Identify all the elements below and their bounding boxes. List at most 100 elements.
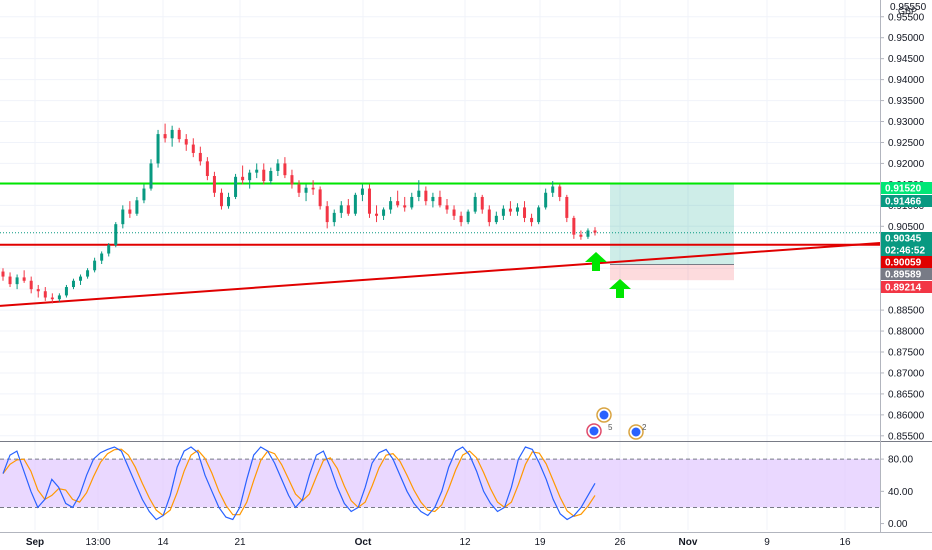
candle-body [128, 209, 132, 214]
candle [304, 184, 308, 202]
candle [586, 228, 590, 239]
price-tick-label: 0.87000 [888, 368, 925, 379]
candle-body [36, 289, 40, 292]
time-tick-label: Sep [26, 537, 44, 548]
candle-body [558, 186, 562, 197]
time-tick-label: 21 [234, 537, 246, 548]
candle-body [290, 175, 294, 185]
candle-body [410, 196, 414, 208]
candle [311, 180, 315, 195]
oscillator-tick-label: 0.00 [888, 519, 908, 530]
candle [508, 201, 512, 216]
candle [22, 270, 26, 283]
price-label-text: 02:46:52 [885, 246, 925, 257]
horizontal-levels[interactable] [0, 182, 881, 307]
candle-body [255, 169, 259, 173]
candle-body [121, 209, 125, 225]
candle-body [389, 201, 393, 210]
candle-body [22, 277, 26, 281]
time-tick-label: 9 [764, 537, 770, 548]
candle-body [86, 270, 90, 277]
candle [325, 201, 329, 229]
candle [262, 163, 266, 185]
price-tick-label: 0.95500 [888, 12, 925, 23]
candle [473, 192, 477, 214]
price-tick-label: 0.88500 [888, 306, 925, 317]
candle-body [269, 170, 273, 182]
candle [283, 157, 287, 179]
stop-zone [610, 264, 734, 281]
candle [276, 159, 280, 176]
candle-body [79, 276, 83, 281]
time-tick-label: 12 [459, 537, 471, 548]
candle [198, 146, 202, 166]
candle [593, 227, 597, 236]
candle [50, 293, 54, 304]
candle-body [8, 276, 12, 285]
candle [170, 125, 174, 147]
price-tick-label: 0.90500 [888, 222, 925, 233]
candle [205, 157, 209, 181]
currency-label: GBP [898, 6, 917, 16]
candle [177, 127, 181, 143]
candle-body [346, 205, 350, 214]
candle [297, 180, 301, 197]
price-tick-label: 0.92000 [888, 159, 925, 170]
economic-event-icon [596, 407, 612, 423]
price-tick-label: 0.94500 [888, 54, 925, 65]
candle [191, 138, 195, 158]
candle-body [234, 176, 238, 197]
price-label-tag: 0.91520 [881, 182, 932, 195]
candle-body [43, 291, 47, 298]
price-label-background [881, 195, 932, 207]
candle-body [135, 200, 139, 214]
candle [163, 123, 167, 143]
candle [43, 287, 47, 301]
price-label-text: 0.91520 [885, 184, 922, 195]
candle-body [494, 215, 498, 223]
candle-body [149, 163, 153, 189]
candle-body [544, 192, 548, 208]
stoch-d-line [2, 448, 596, 517]
candle [417, 180, 421, 202]
candle-body [304, 187, 308, 193]
candle-body [367, 188, 371, 214]
candle [121, 205, 125, 229]
candle [537, 205, 541, 225]
candle [79, 274, 83, 285]
candle [318, 186, 322, 210]
candle [332, 209, 336, 227]
candle [107, 243, 111, 257]
candle-body [156, 134, 160, 164]
time-axis[interactable]: Sep 13:00 14 21 Oct 12 19 26 Nov 9 16 [26, 537, 851, 548]
candle-body [431, 196, 435, 202]
candle-body [227, 196, 231, 207]
candle [100, 251, 104, 264]
time-tick-label: 13:00 [85, 537, 110, 548]
price-label-tag: 0.91466 [881, 195, 932, 208]
candle-body [515, 207, 519, 212]
candle [1, 268, 5, 281]
economic-event-icon [586, 423, 602, 439]
overbought-oversold-band [0, 459, 880, 508]
candle [128, 201, 132, 218]
price-tick-label: 0.87500 [888, 348, 925, 359]
candle-body [205, 161, 209, 176]
candle-body [107, 245, 111, 254]
time-tick-label: Oct [355, 537, 372, 548]
candle-body [586, 230, 590, 237]
candle-body [64, 287, 68, 296]
candle-body [452, 209, 456, 216]
candle-body [417, 190, 421, 197]
flag-icon [599, 410, 609, 420]
event-count: 5 [608, 423, 613, 432]
flag-icon [631, 427, 641, 437]
oscillator-tick-label: 80.00 [888, 455, 913, 466]
candle-body [480, 196, 484, 210]
profit-zone [610, 183, 734, 265]
candle-body [311, 187, 315, 190]
long-position-tool[interactable] [610, 183, 734, 281]
